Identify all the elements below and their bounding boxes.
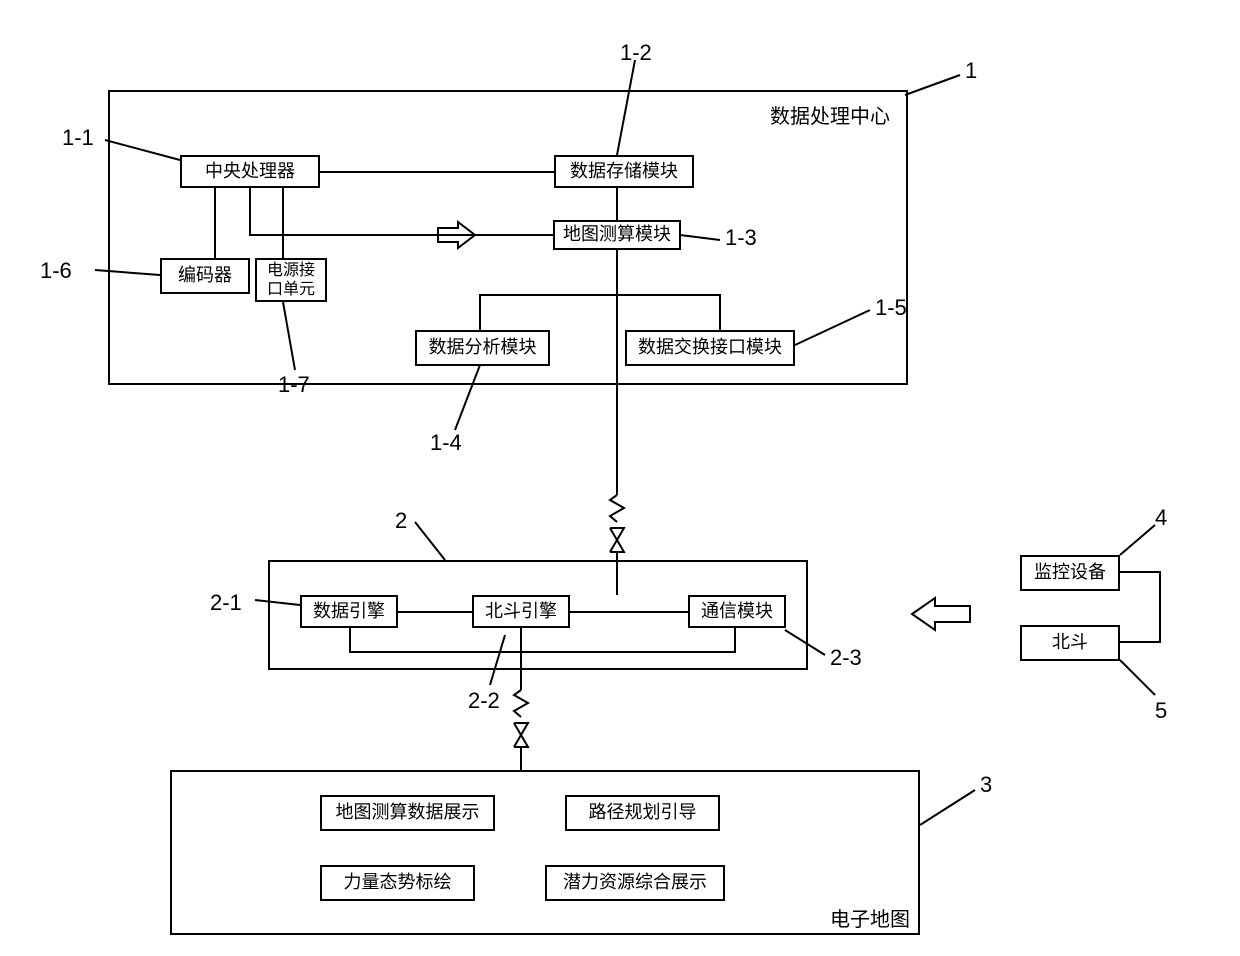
container-emap	[170, 770, 920, 935]
node-map-calc: 地图测算模块	[553, 220, 681, 250]
node-comm: 通信模块	[688, 595, 786, 628]
ref-2-1: 2-1	[210, 590, 242, 616]
node-map-calc-label: 地图测算模块	[563, 224, 671, 246]
node-exchange-label: 数据交换接口模块	[638, 337, 782, 359]
node-storage: 数据存储模块	[554, 155, 694, 188]
node-route: 路径规划引导	[565, 795, 720, 831]
diagram-canvas: 数据处理中心 中央处理器 数据存储模块 地图测算模块 编码器 电源接 口单元 数…	[0, 0, 1240, 956]
node-data-engine-label: 数据引擎	[313, 601, 385, 623]
node-route-label: 路径规划引导	[589, 802, 697, 824]
ref-5: 5	[1155, 698, 1167, 724]
ref-1-6: 1-6	[40, 258, 72, 284]
node-analysis-label: 数据分析模块	[429, 337, 537, 359]
ref-3: 3	[980, 772, 992, 798]
node-monitor-label: 监控设备	[1034, 562, 1106, 584]
node-power: 电源接 口单元	[255, 258, 327, 302]
node-beidou: 北斗	[1020, 625, 1120, 661]
node-map-display: 地图测算数据展示	[320, 795, 495, 831]
node-cpu: 中央处理器	[180, 155, 320, 188]
node-resource-label: 潜力资源综合展示	[563, 872, 707, 894]
node-cpu-label: 中央处理器	[205, 161, 295, 183]
node-storage-label: 数据存储模块	[570, 161, 678, 183]
node-beidou-engine-label: 北斗引擎	[485, 601, 557, 623]
node-encoder: 编码器	[160, 258, 250, 294]
node-comm-label: 通信模块	[701, 601, 773, 623]
node-power-label: 电源接 口单元	[267, 261, 315, 299]
ref-1-3: 1-3	[725, 225, 757, 251]
container-1-title: 数据处理中心	[770, 100, 890, 129]
ref-1-7: 1-7	[278, 372, 310, 398]
node-monitor: 监控设备	[1020, 555, 1120, 591]
node-data-engine: 数据引擎	[300, 595, 398, 628]
ref-1-1: 1-1	[62, 125, 94, 151]
ref-2-3: 2-3	[830, 645, 862, 671]
node-resource: 潜力资源综合展示	[545, 865, 725, 901]
node-analysis: 数据分析模块	[415, 330, 550, 366]
node-force: 力量态势标绘	[320, 865, 475, 901]
ref-1: 1	[965, 58, 977, 84]
node-beidou-label: 北斗	[1052, 632, 1088, 654]
ref-1-4: 1-4	[430, 430, 462, 456]
node-map-display-label: 地图测算数据展示	[336, 802, 480, 824]
ref-1-5: 1-5	[875, 295, 907, 321]
ref-1-2: 1-2	[620, 40, 652, 66]
container-3-title: 电子地图	[830, 903, 910, 932]
node-beidou-engine: 北斗引擎	[472, 595, 570, 628]
ref-2-2: 2-2	[468, 688, 500, 714]
ref-2: 2	[395, 508, 407, 534]
node-encoder-label: 编码器	[178, 265, 232, 287]
ref-4: 4	[1155, 505, 1167, 531]
node-exchange: 数据交换接口模块	[625, 330, 795, 366]
node-force-label: 力量态势标绘	[344, 872, 452, 894]
